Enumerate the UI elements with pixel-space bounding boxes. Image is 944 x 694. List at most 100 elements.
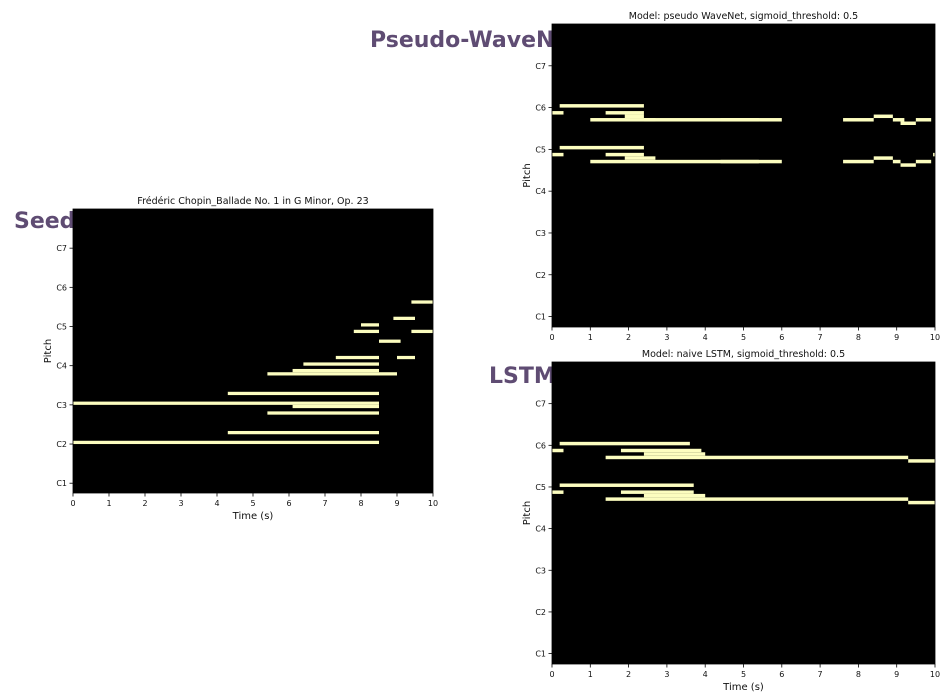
x-tick-label: 6 <box>779 333 784 342</box>
y-tick-label: C5 <box>56 323 67 332</box>
note-bar <box>908 500 935 505</box>
note-bar <box>267 372 397 376</box>
y-tick-label: C3 <box>535 229 546 238</box>
note-bar <box>303 362 379 366</box>
y-tick-label: C6 <box>535 104 546 113</box>
chart-title: Frédéric Chopin_Ballade No. 1 in G Minor… <box>137 196 368 207</box>
y-tick-label: C6 <box>535 441 546 450</box>
y-axis-label: Pitch <box>522 163 533 187</box>
x-tick-label: 1 <box>588 333 593 342</box>
y-tick-label: C6 <box>56 283 67 292</box>
note-bar <box>900 163 916 167</box>
note-bar <box>620 448 702 453</box>
y-tick-label: C7 <box>56 244 67 253</box>
note-bar <box>620 490 694 494</box>
note-bar <box>933 152 935 157</box>
x-tick-label: 5 <box>741 333 746 342</box>
x-tick-label: 4 <box>703 670 708 679</box>
x-tick-label: 2 <box>626 670 631 679</box>
x-tick-label: 10 <box>930 333 940 342</box>
note-bar <box>624 114 644 119</box>
note-bar <box>605 152 644 157</box>
x-tick-label: 8 <box>856 670 861 679</box>
note-bar <box>892 118 905 122</box>
x-tick-label: 9 <box>894 670 899 679</box>
note-bar <box>559 483 694 487</box>
note-bar <box>590 118 656 122</box>
note-bar <box>353 329 379 334</box>
x-tick-label: 3 <box>664 333 669 342</box>
note-bar <box>292 368 379 373</box>
x-axis-label: Time (s) <box>232 511 274 522</box>
note-bar <box>892 159 901 164</box>
y-tick-label: C2 <box>535 271 546 280</box>
note-bar <box>643 118 782 122</box>
x-axis-label: Time (s) <box>722 682 764 693</box>
note-bar <box>411 300 433 304</box>
x-tick-label: 10 <box>428 499 438 508</box>
note-bar <box>335 355 379 360</box>
note-bar <box>559 441 690 446</box>
note-bar <box>605 111 644 115</box>
y-tick-label: C3 <box>56 401 67 410</box>
note-bar <box>552 490 564 494</box>
note-bar <box>643 493 706 498</box>
y-tick-label: C5 <box>535 483 546 492</box>
x-tick-label: 4 <box>703 333 708 342</box>
x-tick-label: 1 <box>588 670 593 679</box>
note-bar <box>843 118 874 122</box>
chart-title: Model: naive LSTM, sigmoid_threshold: 0.… <box>642 349 845 360</box>
note-bar <box>915 159 932 164</box>
note-bar <box>873 114 893 119</box>
x-tick-label: 10 <box>930 670 940 679</box>
y-tick-label: C4 <box>535 525 546 534</box>
x-tick-label: 5 <box>250 499 255 508</box>
note-bar <box>624 156 656 160</box>
note-bar <box>590 159 782 164</box>
note-bar <box>397 355 415 360</box>
y-tick-label: C1 <box>535 313 546 322</box>
seed-label: Seed <box>14 209 76 234</box>
note-bar <box>720 118 759 122</box>
wavenet-label: Pseudo-WaveNet <box>370 28 580 53</box>
note-bar <box>643 452 706 456</box>
x-tick-label: 0 <box>549 670 554 679</box>
note-bar <box>73 401 379 405</box>
x-tick-label: 8 <box>358 499 363 508</box>
note-bar <box>552 448 564 453</box>
note-bar <box>908 459 935 463</box>
note-bar <box>605 497 909 501</box>
lstm-label: LSTM <box>489 364 556 389</box>
x-tick-label: 7 <box>322 499 327 508</box>
y-tick-label: C3 <box>535 566 546 575</box>
note-bar <box>552 111 564 115</box>
note-bar <box>873 156 893 160</box>
x-tick-label: 3 <box>178 499 183 508</box>
note-bar <box>559 104 644 108</box>
note-bar <box>361 323 379 327</box>
note-bar <box>267 411 379 415</box>
y-tick-label: C4 <box>56 362 67 371</box>
y-tick-label: C7 <box>535 62 546 71</box>
note-bar <box>720 159 759 164</box>
note-bar <box>915 118 932 122</box>
x-tick-label: 6 <box>286 499 291 508</box>
y-tick-label: C4 <box>535 187 546 196</box>
note-bar <box>227 391 379 396</box>
x-tick-label: 4 <box>214 499 219 508</box>
x-tick-label: 2 <box>626 333 631 342</box>
y-tick-label: C1 <box>535 650 546 659</box>
note-bar <box>559 145 644 150</box>
x-tick-label: 6 <box>779 670 784 679</box>
note-bar <box>73 440 379 445</box>
x-tick-label: 9 <box>894 333 899 342</box>
x-tick-label: 7 <box>818 670 823 679</box>
y-tick-label: C1 <box>56 479 67 488</box>
y-tick-label: C5 <box>535 145 546 154</box>
plot-area <box>552 362 935 664</box>
y-tick-label: C2 <box>535 608 546 617</box>
chart-title: Model: pseudo WaveNet, sigmoid_threshold… <box>629 11 858 22</box>
